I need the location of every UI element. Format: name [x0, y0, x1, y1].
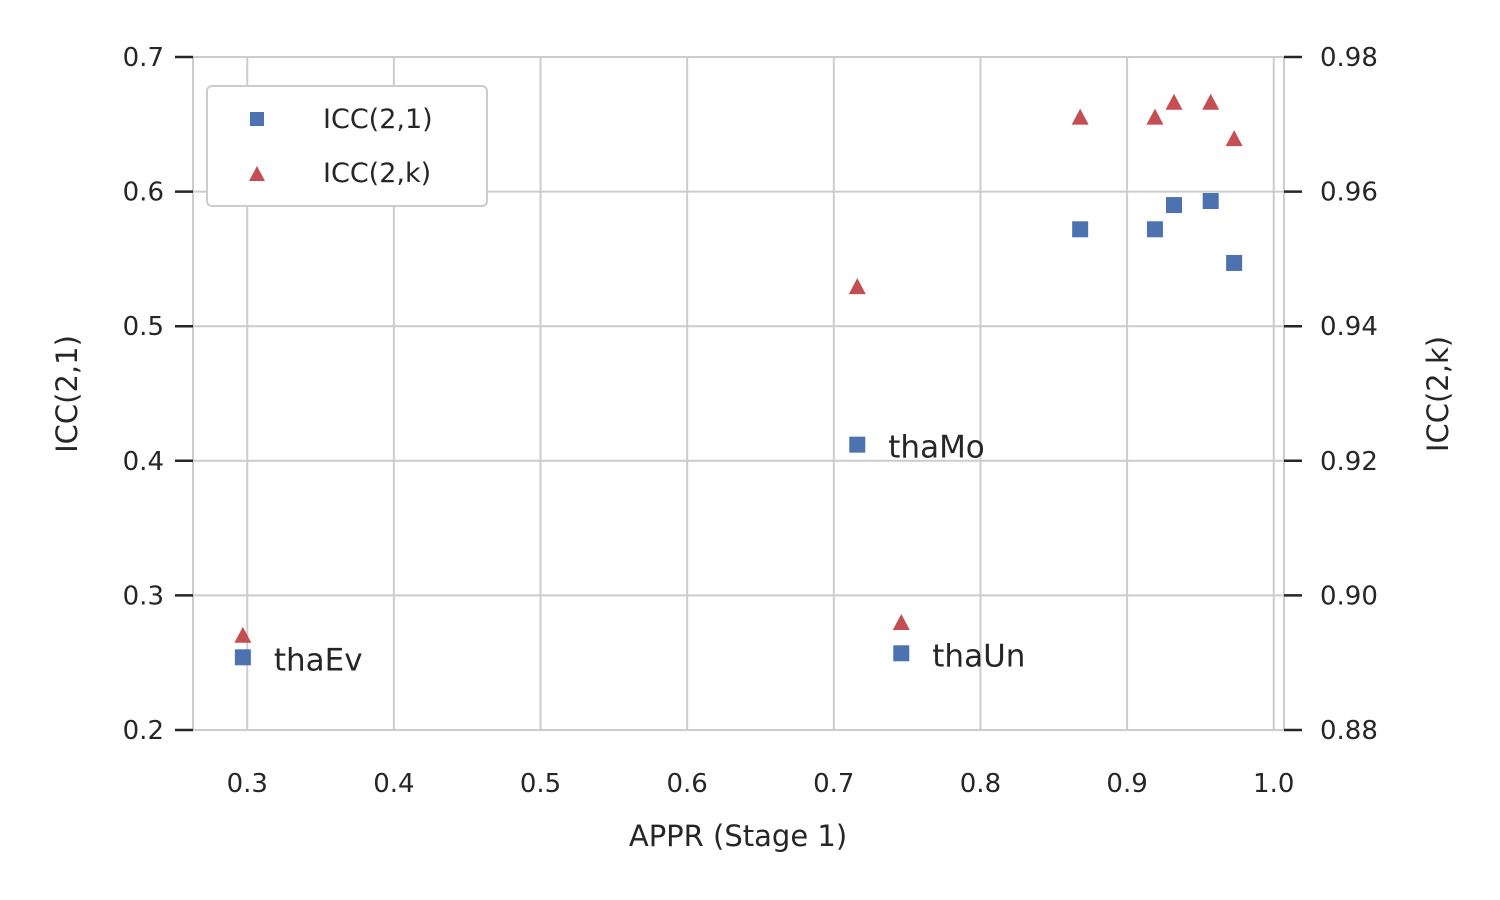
- x-axis-label: APPR (Stage 1): [629, 819, 847, 853]
- point-icc2k: [848, 278, 866, 295]
- point-icc2k: [1225, 130, 1243, 147]
- y2-tick-label: 0.96: [1320, 178, 1378, 208]
- x-tick-label: 0.3: [227, 769, 268, 799]
- legend-marker-icc2k: [249, 166, 265, 181]
- point-icc21: [1166, 197, 1183, 214]
- data-marks: [234, 93, 1243, 666]
- y2-tick-label: 0.90: [1320, 581, 1378, 611]
- point-annotation: thaEv: [274, 642, 363, 678]
- y-tick-label: 0.3: [123, 581, 164, 611]
- point-icc2k: [1146, 108, 1164, 125]
- point-icc21: [849, 436, 866, 453]
- y-tick-label: 0.4: [123, 447, 164, 477]
- legend-marker-icc21: [250, 112, 264, 126]
- y-tick-label: 0.6: [123, 178, 164, 208]
- x-tick-label: 0.7: [813, 769, 854, 799]
- x-tick-label: 1.0: [1253, 769, 1294, 799]
- x-tick-label: 0.4: [373, 769, 414, 799]
- y2-tick-label: 0.92: [1320, 447, 1378, 477]
- legend-label-icc2k: ICC(2,k): [323, 158, 431, 189]
- x-tick-label: 0.5: [520, 769, 561, 799]
- legend-label-icc21: ICC(2,1): [323, 104, 433, 135]
- y2-axis-label: ICC(2,k): [1421, 336, 1455, 452]
- y-tick-label: 0.5: [123, 312, 164, 342]
- point-icc21: [1072, 221, 1089, 238]
- point-icc21: [893, 645, 910, 662]
- y2-tick-label: 0.88: [1320, 716, 1378, 746]
- x-tick-label: 0.9: [1106, 769, 1147, 799]
- annotations: thaEv thaMo thaUn: [274, 430, 1026, 679]
- point-icc2k: [234, 626, 252, 643]
- point-icc2k: [1071, 108, 1089, 125]
- point-icc2k: [1202, 93, 1220, 110]
- y-tick-label: 0.7: [123, 43, 164, 73]
- point-icc21: [1146, 221, 1163, 238]
- point-icc2k: [892, 613, 910, 630]
- legend: ICC(2,1) ICC(2,k): [206, 85, 488, 207]
- point-icc2k: [1165, 93, 1183, 110]
- point-annotation: thaMo: [888, 430, 985, 466]
- x-tick-label: 0.8: [960, 769, 1001, 799]
- point-annotation: thaUn: [932, 638, 1025, 674]
- point-icc21: [1202, 193, 1219, 210]
- legend-box: [206, 85, 488, 207]
- point-icc21: [234, 649, 251, 666]
- x-tick-label: 0.6: [666, 769, 707, 799]
- point-icc21: [1226, 254, 1243, 271]
- y2-tick-label: 0.98: [1320, 43, 1378, 73]
- y-axis-label: ICC(2,1): [50, 335, 84, 453]
- y2-tick-label: 0.94: [1320, 312, 1378, 342]
- axes: 0.3 0.4 0.5 0.6 0.7 0.8 0.9 1.0 0.2 0.3 0.4 0.5 0.6 0…: [123, 43, 1378, 799]
- plot-frame: [192, 56, 1285, 731]
- y-tick-label: 0.2: [123, 716, 164, 746]
